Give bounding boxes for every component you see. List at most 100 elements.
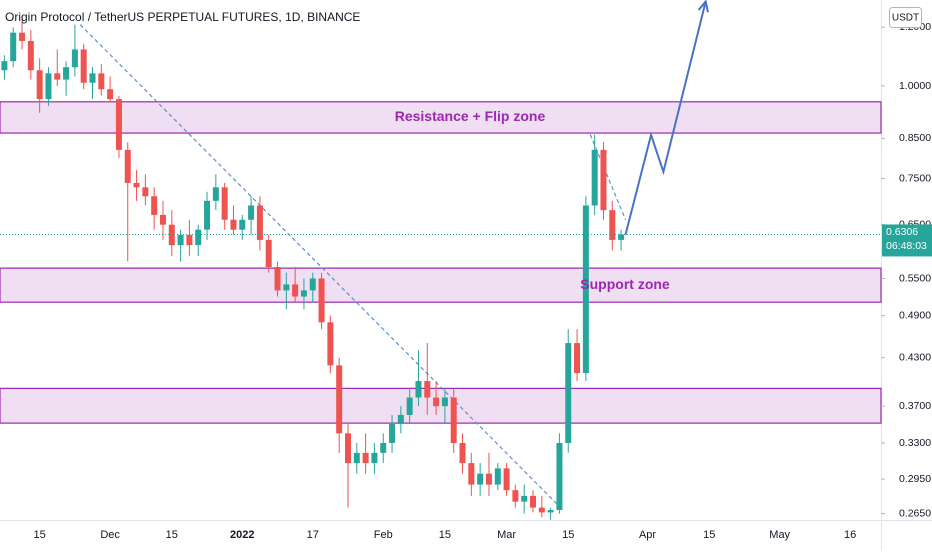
candle-body [107,89,114,100]
candle-body [151,196,158,215]
candle-body [239,219,246,230]
candle-body [195,229,202,246]
y-tick-label: 1.0000 [899,80,931,92]
last-price-badge [882,224,932,257]
zone [0,387,882,424]
projection-arrowhead [697,0,709,13]
candle-body [477,473,484,485]
projection-path [624,1,707,236]
x-tick-label: 15 [703,529,715,541]
currency-box[interactable] [889,7,922,28]
candle-body [371,452,378,464]
candle-body [574,343,581,374]
candle-body [63,67,70,80]
chart-title: Origin Protocol / TetherUS PERPETUAL FUT… [5,10,360,24]
candle-body [485,473,492,485]
candle-body [45,73,52,100]
x-tick-label: Feb [374,529,393,541]
candle-body [124,149,131,183]
countdown: 06:48:03 [886,240,927,252]
candle-body [256,205,263,240]
candle-body [433,397,440,407]
candle-body [133,182,140,188]
candle-body [521,495,528,502]
candle-body [142,187,149,197]
candle-body [230,219,237,230]
candle-body [1,61,8,71]
candle-body [336,365,343,434]
candle-body [380,442,387,453]
x-tick-label: 2022 [230,529,254,541]
candle-body [19,32,26,41]
candle-body [600,149,607,211]
candle-body [292,284,299,297]
last-price-label: 0.6306 [886,226,918,238]
y-tick-label: 0.8500 [899,132,931,144]
candle-body [265,239,272,267]
x-tick-label: Mar [497,529,516,541]
y-tick-label: 0.2950 [899,473,931,485]
candle-body [159,214,166,225]
candle-body [397,414,404,425]
zone [0,101,882,134]
candle-body [248,205,255,220]
x-tick-label: 15 [562,529,574,541]
candle-body [80,49,87,83]
zone-label: Support zone [580,276,670,292]
candle-body [186,234,193,246]
x-tick-label: May [769,529,790,541]
candle-body [512,490,519,502]
candle-body [538,507,545,513]
x-tick-label: Dec [100,529,120,541]
candle-body [327,322,334,366]
candle-body [54,73,61,80]
candle-body [353,452,360,464]
x-tick-label: 15 [439,529,451,541]
candle-body [547,509,554,513]
candle-body [530,495,537,508]
x-tick-label: 17 [307,529,319,541]
zone [0,267,882,303]
candle-body [406,397,413,415]
candle-body [494,468,501,485]
candle-body [300,290,307,297]
candle-body [71,49,78,68]
x-tick-label: 16 [844,529,856,541]
y-tick-label: 0.4900 [899,309,931,321]
candle-body [212,187,219,201]
y-tick-label: 0.5500 [899,272,931,284]
candle-body [221,187,228,220]
candle-body [98,73,105,90]
candle-body [309,278,316,291]
candle-body [177,234,184,246]
y-tick-label: 0.7500 [899,172,931,184]
candle-body [115,99,122,150]
candle-body [204,200,211,230]
candle-body [36,70,43,100]
y-tick-label: 0.3300 [899,437,931,449]
candle-body [468,463,475,485]
candle-body [10,32,17,62]
candle-body [415,381,422,398]
candle-body [441,397,448,407]
candle-body [318,278,325,323]
x-tick-label: Apr [639,529,656,541]
candle-body [591,149,598,206]
zone-label: Resistance + Flip zone [395,108,546,124]
candle-body [89,73,96,83]
x-tick-label: 15 [34,529,46,541]
candle-body [27,40,34,71]
candle-body [274,266,281,291]
currency: USDT [892,13,919,24]
candle-body [565,343,572,443]
candle-body [362,452,369,464]
candle-body [450,397,457,443]
candle-body [609,210,616,240]
candle-body [459,442,466,464]
candle-body [424,381,431,398]
y-tick-label: 0.2650 [899,507,931,519]
candle-body [556,442,563,510]
y-tick-label: 0.4300 [899,352,931,364]
